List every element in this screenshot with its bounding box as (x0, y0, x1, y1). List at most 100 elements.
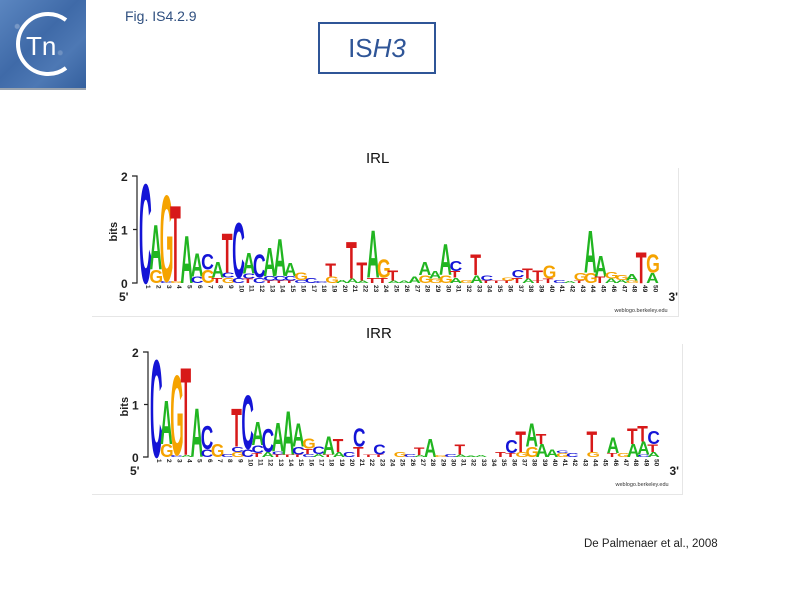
position-number: 24 (389, 459, 396, 467)
logo-letter-T: T (607, 452, 618, 459)
logo-letter-T: T (325, 260, 336, 281)
position-number: 21 (358, 459, 365, 467)
logo-letter-G: G (149, 267, 163, 288)
logo-letter-G: G (222, 276, 236, 284)
five-prime-label: 5' (119, 290, 129, 304)
logo-letter-A: A (455, 454, 468, 458)
logo-letter-A: A (646, 270, 659, 286)
logo-letter-A: A (607, 434, 620, 458)
logo-letter-G: G (605, 270, 619, 280)
position-number: 10 (246, 459, 253, 467)
position-number: 32 (465, 285, 472, 293)
position-number: 35 (496, 285, 503, 293)
logo-letter-T: T (252, 452, 263, 459)
logo-letter-G: G (418, 274, 432, 286)
position-number: 18 (328, 459, 335, 467)
logo-letter-A: A (546, 448, 559, 460)
logo-letter-A: A (627, 441, 640, 462)
position-number: 25 (393, 285, 400, 293)
position-number: 20 (348, 459, 355, 467)
position-number: 26 (403, 285, 410, 293)
logo-letter-C: C (292, 445, 305, 457)
position-number: 8 (217, 285, 224, 289)
irl-label: IRL (366, 150, 390, 167)
logo-letter-T: T (495, 450, 506, 458)
logo-letter-G: G (543, 262, 557, 283)
title-prefix: IS (348, 32, 373, 63)
position-number: 42 (569, 285, 576, 293)
logo-letter-T: T (543, 278, 554, 285)
title-italic: H3 (372, 32, 406, 63)
logo-letter-A: A (149, 212, 162, 283)
logo-letter-G: G (394, 450, 407, 458)
weblogo-watermark: weblogo.berkeley.edu (615, 482, 669, 488)
position-number: 8 (226, 459, 233, 463)
logo-letter-T: T (470, 249, 481, 282)
position-number: 38 (527, 285, 534, 293)
tn-logo-icon: Tn (16, 12, 68, 76)
logo-letter-G: G (615, 273, 629, 281)
position-number: 6 (206, 459, 213, 463)
position-number: 32 (470, 459, 477, 467)
logo-letter-A: A (429, 270, 442, 282)
logo-letter-A: A (424, 434, 437, 463)
logo-letter-T: T (501, 279, 512, 283)
logo-letter-T: T (505, 452, 516, 459)
y-tick-label: 1 (121, 224, 128, 238)
position-number: 39 (537, 285, 544, 293)
position-number: 16 (299, 285, 306, 293)
logo-letter-A: A (263, 238, 276, 285)
citation: De Palmenaer et al., 2008 (584, 538, 718, 550)
logo-letter-C: C (243, 272, 256, 280)
logo-letter-C: C (139, 168, 152, 314)
logo-letter-T: T (491, 279, 502, 283)
logo-letter-A: A (637, 438, 650, 459)
logo-letter-C: C (274, 275, 287, 282)
logo-letter-A: A (647, 450, 660, 458)
logo-letter-C: C (450, 258, 463, 274)
logo-letter-A: A (282, 399, 295, 469)
logo-letter-T: T (512, 276, 524, 284)
y-tick-label: 1 (132, 399, 139, 413)
logo-letter-G: G (302, 436, 315, 452)
logo-letter-G: G (646, 249, 660, 278)
position-number: 22 (362, 285, 369, 293)
position-number: 36 (506, 285, 513, 293)
logo-text: Tn (26, 31, 56, 61)
logo-letter-A: A (333, 450, 346, 458)
logo-letter-T: T (274, 279, 285, 283)
logo-letter-C: C (253, 276, 266, 284)
logo-letter-C: C (505, 436, 518, 457)
position-number: 33 (480, 459, 487, 467)
logo-letter-C: C (222, 271, 235, 279)
logo-letter-A: A (625, 272, 638, 282)
logo-letter-C: C (150, 344, 163, 488)
logo-letter-T: T (353, 444, 364, 460)
position-number: 44 (589, 285, 596, 293)
position-number: 45 (602, 459, 609, 467)
y-axis-label: bits (108, 222, 120, 242)
logo-letter-A: A (191, 247, 204, 285)
logo-letter-A: A (367, 217, 380, 292)
position-number: 9 (236, 459, 243, 463)
title-box: IS H3 (318, 22, 436, 74)
position-number: 4 (175, 285, 182, 289)
logo-letter-T: T (532, 268, 543, 284)
position-number: 38 (531, 459, 538, 467)
position-number: 49 (641, 285, 648, 293)
logo-letter-T: T (170, 185, 181, 305)
logo-letter-C: C (556, 450, 569, 454)
logo-letter-C: C (373, 442, 386, 458)
logo-letter-C: C (231, 445, 244, 453)
logo-letter-G: G (434, 454, 447, 457)
position-number: 36 (510, 459, 517, 467)
position-number: 47 (620, 285, 627, 293)
position-number: 50 (652, 459, 659, 467)
logo-letter-T: T (627, 425, 638, 449)
position-number: 10 (237, 285, 244, 293)
logo-letter-C: C (305, 276, 318, 284)
logo-letter-T: T (333, 435, 344, 456)
logo-letter-T: T (211, 276, 223, 284)
position-number: 34 (486, 285, 493, 293)
position-number: 2 (155, 285, 162, 289)
